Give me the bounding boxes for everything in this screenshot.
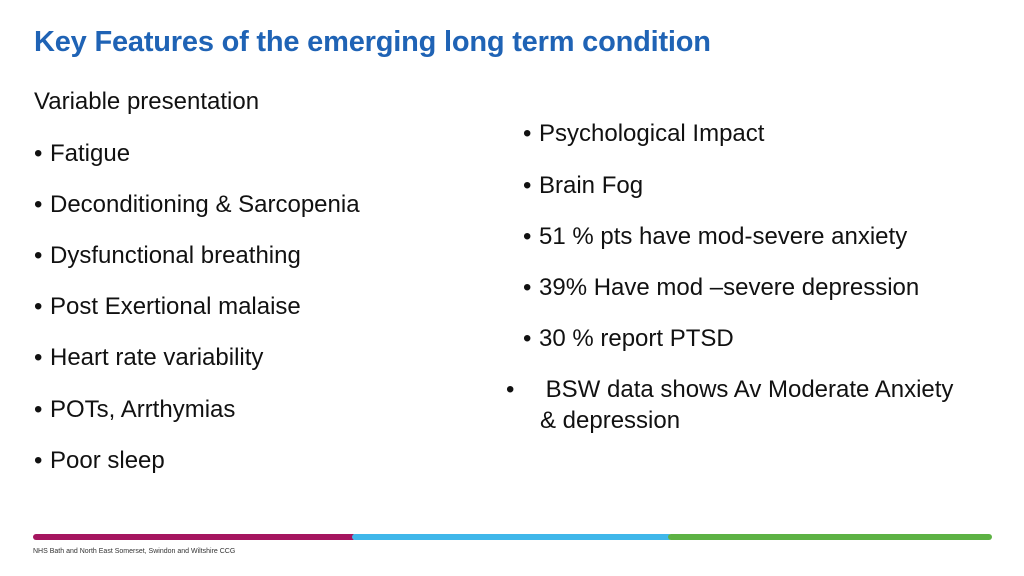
footer-bar-purple — [33, 534, 356, 540]
subtitle-variable-presentation: Variable presentation — [34, 88, 260, 115]
right-bullet-item: • BSW data shows Av Moderate Anxiety & d… — [506, 374, 960, 436]
left-bullet-item: • Poor sleep — [34, 445, 165, 476]
bullet-glyph: • — [34, 447, 43, 474]
right-bullet-text: 39% Have mod –severe depression — [539, 274, 920, 301]
right-bullet-text: BSW data shows Av Moderate Anxiety & dep… — [539, 376, 954, 434]
left-bullet-text: Dysfunctional breathing — [50, 242, 301, 269]
bullet-glyph: • — [523, 274, 532, 301]
left-bullet-item: • Deconditioning & Sarcopenia — [34, 189, 360, 220]
right-bullet-item: • 39% Have mod –severe depression — [523, 272, 919, 303]
left-bullet-text: Post Exertional malaise — [50, 293, 301, 320]
left-bullet-item: • Dysfunctional breathing — [34, 240, 301, 271]
left-bullet-text: POTs, Arrthymias — [50, 396, 236, 423]
bullet-glyph: • — [34, 242, 43, 269]
footer-bar-blue — [352, 534, 672, 540]
footer-organization: NHS Bath and North East Somerset, Swindo… — [33, 548, 236, 555]
bullet-glyph: • — [523, 325, 532, 352]
left-bullet-text: Poor sleep — [50, 447, 165, 474]
right-bullet-item: • Psychological Impact — [523, 118, 764, 149]
slide-title: Key Features of the emerging long term c… — [34, 26, 711, 58]
right-bullet-text: 51 % pts have mod-severe anxiety — [539, 223, 908, 250]
left-bullet-text: Deconditioning & Sarcopenia — [50, 191, 360, 218]
bullet-glyph: • — [34, 191, 43, 218]
bullet-glyph: • — [34, 140, 43, 167]
left-bullet-item: • Heart rate variability — [34, 342, 263, 373]
bullet-glyph: • — [34, 396, 43, 423]
right-bullet-text: 30 % report PTSD — [539, 325, 734, 352]
bullet-glyph: • — [34, 293, 43, 320]
right-bullet-item: • Brain Fog — [523, 170, 643, 201]
bullet-glyph: • — [523, 120, 532, 147]
right-bullet-text: Brain Fog — [539, 172, 644, 199]
right-bullet-item: • 30 % report PTSD — [523, 323, 734, 354]
bullet-glyph: • — [34, 344, 43, 371]
right-bullet-text: Psychological Impact — [539, 120, 765, 147]
bullet-glyph: • — [523, 172, 532, 199]
left-bullet-text: Fatigue — [50, 140, 131, 167]
left-bullet-item: • POTs, Arrthymias — [34, 394, 235, 425]
footer-bar-green — [668, 534, 992, 540]
left-bullet-item: • Post Exertional malaise — [34, 291, 301, 322]
right-bullet-item: • 51 % pts have mod-severe anxiety — [523, 221, 907, 252]
bullet-glyph: • — [506, 376, 515, 403]
left-bullet-item: • Fatigue — [34, 138, 130, 169]
left-bullet-text: Heart rate variability — [50, 344, 264, 371]
bullet-glyph: • — [523, 223, 532, 250]
